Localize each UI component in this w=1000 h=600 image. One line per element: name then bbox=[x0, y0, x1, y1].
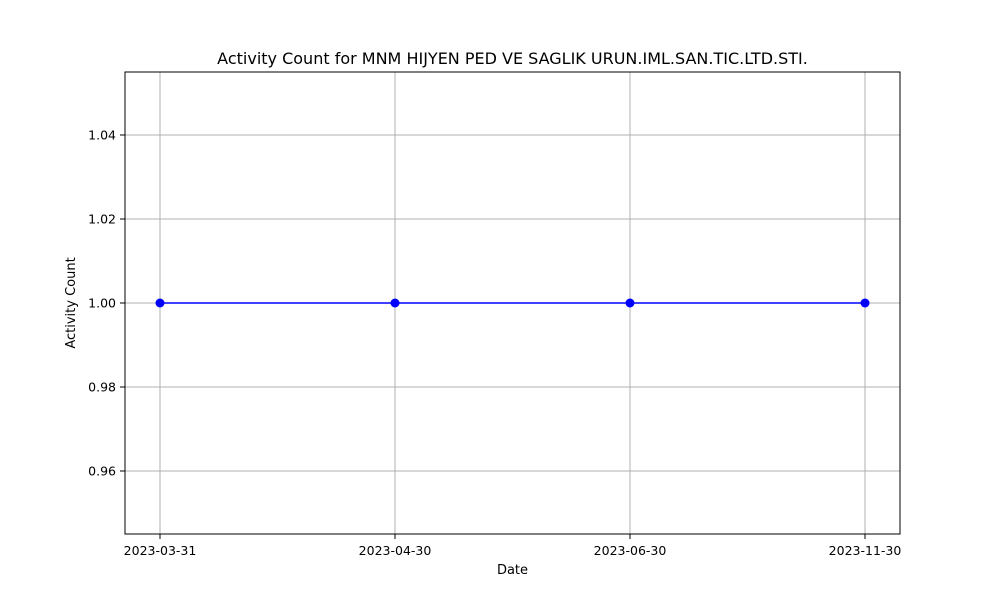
x-tick-label: 2023-06-30 bbox=[594, 543, 667, 558]
y-tick-label: 1.04 bbox=[88, 128, 116, 143]
data-point bbox=[390, 298, 400, 308]
series-layer bbox=[155, 298, 870, 308]
y-axis-label: Activity Count bbox=[64, 257, 79, 348]
y-tick-label: 1.02 bbox=[88, 212, 116, 227]
x-axis-label: Date bbox=[497, 563, 528, 578]
x-tick-label: 2023-04-30 bbox=[359, 543, 432, 558]
chart-title: Activity Count for MNM HIJYEN PED VE SAG… bbox=[217, 49, 808, 68]
data-point bbox=[860, 298, 870, 308]
y-tick-label: 1.00 bbox=[88, 296, 116, 311]
x-tick-label: 2023-11-30 bbox=[829, 543, 902, 558]
data-point bbox=[155, 298, 165, 308]
data-point bbox=[625, 298, 635, 308]
y-tick-label: 0.96 bbox=[88, 464, 116, 479]
ticks: 2023-03-31 2023-04-30 2023-06-30 2023-11-30… bbox=[88, 128, 901, 559]
y-tick-label: 0.98 bbox=[88, 380, 116, 395]
x-tick-label: 2023-03-31 bbox=[124, 543, 197, 558]
